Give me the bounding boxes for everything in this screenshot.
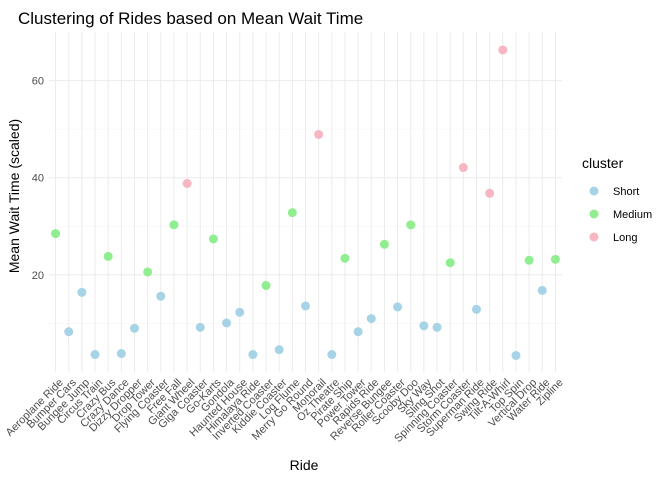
data-point-short: [248, 350, 258, 360]
data-point-short: [366, 314, 376, 324]
data-point-short: [64, 327, 74, 337]
y-axis-title: Mean Wait Time (scaled): [6, 119, 22, 273]
legend-title: cluster: [582, 155, 624, 171]
data-point-short: [130, 323, 139, 333]
data-point-medium: [340, 253, 350, 263]
data-point-medium: [261, 281, 271, 291]
data-point-medium: [379, 239, 389, 249]
data-point-short: [353, 327, 363, 337]
data-point-short: [327, 350, 337, 360]
data-point-long: [182, 179, 192, 189]
data-point-long: [314, 129, 324, 139]
data-point-medium: [208, 234, 218, 244]
data-point-medium: [103, 251, 113, 261]
data-point-short: [274, 345, 284, 355]
data-point-medium: [406, 220, 416, 230]
legend-key-medium: [589, 209, 599, 219]
legend-label: Medium: [613, 209, 652, 221]
data-point-medium: [169, 220, 179, 230]
grid-lines: [49, 32, 562, 372]
y-tick-label: 60: [32, 76, 44, 88]
legend: cluster Short Medium Long: [582, 155, 652, 244]
data-point-short: [235, 307, 245, 317]
data-point-short: [393, 302, 403, 312]
data-point-long: [498, 45, 508, 55]
legend-label: Short: [613, 186, 639, 198]
data-point-short: [419, 321, 429, 331]
data-point-short: [77, 287, 87, 297]
y-tick-label: 40: [32, 173, 44, 185]
data-point-short: [472, 304, 481, 314]
data-point-short: [301, 301, 310, 311]
data-point-short: [156, 291, 166, 301]
data-point-long: [458, 163, 468, 173]
data-point-short: [90, 350, 100, 360]
data-point-short: [222, 318, 232, 328]
chart-title: Clustering of Rides based on Mean Wait T…: [18, 9, 363, 28]
y-tick-label: 20: [32, 270, 44, 282]
data-point-medium: [524, 255, 534, 265]
data-point-medium: [550, 254, 560, 264]
data-point-medium: [143, 267, 153, 277]
data-point-medium: [51, 229, 61, 239]
legend-key-short: [589, 186, 599, 196]
legend-label: Long: [613, 232, 637, 244]
data-point-short: [432, 322, 442, 332]
data-point-medium: [445, 258, 455, 268]
data-point-short: [116, 349, 126, 359]
data-points: [51, 45, 560, 360]
legend-key-long: [589, 232, 599, 242]
x-axis-title: Ride: [290, 457, 319, 473]
data-point-short: [195, 322, 205, 332]
data-point-long: [485, 188, 495, 198]
y-axis-ticks: 20 40 60: [32, 76, 44, 282]
data-point-medium: [287, 208, 297, 218]
data-point-short: [537, 285, 547, 295]
data-point-short: [511, 350, 521, 360]
